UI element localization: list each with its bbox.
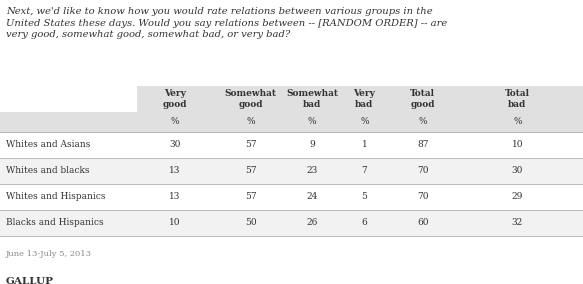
Text: Total
bad: Total bad xyxy=(505,89,530,109)
Text: 87: 87 xyxy=(417,140,429,149)
Text: %: % xyxy=(513,118,522,126)
Text: Blacks and Hispanics: Blacks and Hispanics xyxy=(6,218,103,227)
Text: June 13-July 5, 2013: June 13-July 5, 2013 xyxy=(6,250,92,258)
Text: 30: 30 xyxy=(169,140,181,149)
Text: Whites and Hispanics: Whites and Hispanics xyxy=(6,192,106,201)
FancyBboxPatch shape xyxy=(0,112,583,131)
Text: %: % xyxy=(360,118,368,126)
Text: %: % xyxy=(308,118,316,126)
FancyBboxPatch shape xyxy=(0,158,583,184)
Text: %: % xyxy=(419,118,427,126)
Text: 13: 13 xyxy=(169,192,181,201)
Text: 13: 13 xyxy=(169,166,181,175)
Text: 70: 70 xyxy=(417,166,429,175)
Text: Somewhat
good: Somewhat good xyxy=(224,89,277,109)
Text: 1: 1 xyxy=(361,140,367,149)
Text: Whites and blacks: Whites and blacks xyxy=(6,166,89,175)
Text: 23: 23 xyxy=(306,166,318,175)
Text: 29: 29 xyxy=(512,192,523,201)
Text: 9: 9 xyxy=(309,140,315,149)
Text: 5: 5 xyxy=(361,192,367,201)
Text: Very
bad: Very bad xyxy=(353,89,375,109)
FancyBboxPatch shape xyxy=(0,210,583,236)
Text: 26: 26 xyxy=(306,218,318,227)
Text: 32: 32 xyxy=(512,218,523,227)
Text: Very
good: Very good xyxy=(163,89,187,109)
Text: 7: 7 xyxy=(361,166,367,175)
Text: 50: 50 xyxy=(245,218,257,227)
Text: 57: 57 xyxy=(245,166,257,175)
FancyBboxPatch shape xyxy=(0,131,583,158)
Text: 10: 10 xyxy=(169,218,181,227)
Text: 30: 30 xyxy=(512,166,523,175)
Text: %: % xyxy=(171,118,179,126)
Text: 10: 10 xyxy=(512,140,523,149)
Text: GALLUP: GALLUP xyxy=(6,277,54,284)
Text: 6: 6 xyxy=(361,218,367,227)
Text: 57: 57 xyxy=(245,140,257,149)
Text: Somewhat
bad: Somewhat bad xyxy=(286,89,338,109)
FancyBboxPatch shape xyxy=(0,184,583,210)
FancyBboxPatch shape xyxy=(137,86,583,112)
Text: 24: 24 xyxy=(306,192,318,201)
Text: 57: 57 xyxy=(245,192,257,201)
Text: 70: 70 xyxy=(417,192,429,201)
Text: Next, we'd like to know how you would rate relations between various groups in t: Next, we'd like to know how you would ra… xyxy=(6,7,447,39)
Text: Total
good: Total good xyxy=(410,89,435,109)
Text: 60: 60 xyxy=(417,218,429,227)
Text: Whites and Asians: Whites and Asians xyxy=(6,140,90,149)
Text: %: % xyxy=(247,118,255,126)
